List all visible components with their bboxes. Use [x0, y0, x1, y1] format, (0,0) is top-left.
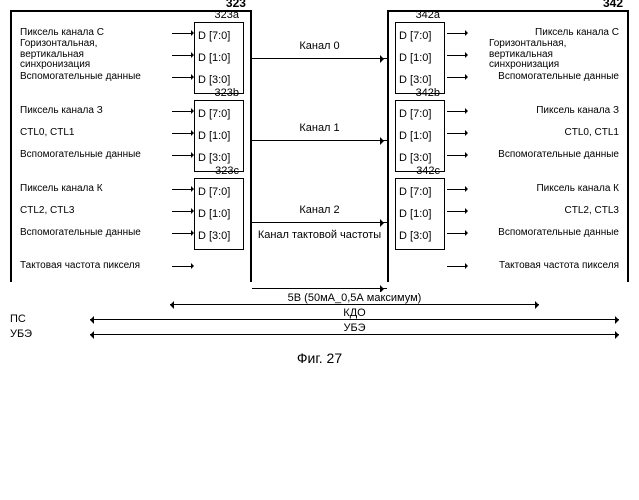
signal-row: Вспомогательные данные	[397, 144, 619, 166]
signal-label: CTL0, CTL1	[565, 128, 619, 139]
signal-row: Вспомогательные данные	[20, 222, 242, 244]
signal-label: Вспомогательные данные	[20, 228, 141, 239]
signal-row: CTL2, CTL3	[20, 200, 242, 222]
channel-gap: Канал 0 Канал 1 Канал 2 Канал тактовой ч…	[252, 10, 387, 288]
power-line: 5В (50мА_0,5А максимум)	[10, 298, 629, 310]
signal-row: Вспомогательные данные	[20, 144, 242, 166]
encoder-right-1-label: 342b	[416, 87, 440, 99]
channel-0-arrow	[252, 58, 387, 59]
channel-2-label: Канал 2	[252, 204, 387, 216]
kdo-line: ПС КДО	[10, 313, 629, 325]
encoder-left-1-label: 323b	[214, 87, 238, 99]
signal-row: CTL0, CTL1	[20, 122, 242, 144]
ps-label: ПС	[10, 313, 80, 325]
signal-row: CTL2, CTL3	[397, 200, 619, 222]
signal-row: Вспомогательные данные	[397, 222, 619, 244]
signal-label: Пиксель канала К	[20, 184, 103, 195]
kdo-text: КДО	[337, 307, 371, 319]
encoder-right-0-label: 342a	[416, 9, 440, 21]
ube-label: УБЭ	[10, 328, 80, 340]
signal-row: Пиксель канала З	[20, 100, 242, 122]
group-2r: 342c D [7:0] D [1:0] D [3:0] Пиксель кан…	[397, 178, 619, 244]
group-0: 323a D [7:0] D [1:0] D [3:0] Пиксель кан…	[20, 22, 242, 88]
signal-label: Вспомогательные данные	[498, 150, 619, 161]
group-0r: 342a D [7:0] D [1:0] D [3:0] Пиксель кан…	[397, 22, 619, 88]
group-2: 323c D [7:0] D [1:0] D [3:0] Пиксель кан…	[20, 178, 242, 244]
signal-label: Вспомогательные данные	[20, 72, 141, 83]
transmitter-block: 323 323a D [7:0] D [1:0] D [3:0] Пиксель…	[10, 10, 252, 288]
clock-row-right: Тактовая частота пикселя	[397, 256, 619, 276]
clock-arrow	[252, 288, 387, 289]
signal-label: Вспомогательные данные	[498, 228, 619, 239]
signal-label: Вспомогательные данные	[20, 150, 141, 161]
figure-label: Фиг. 27	[10, 350, 629, 366]
right-block-label: 342	[603, 0, 623, 10]
signal-label: CTL2, CTL3	[20, 206, 74, 217]
group-1: 323b D [7:0] D [1:0] D [3:0] Пиксель кан…	[20, 100, 242, 166]
signal-row: Горизонтальная, вертикальная синхронизац…	[397, 44, 619, 66]
signal-label: Пиксель канала К	[536, 184, 619, 195]
signal-label: CTL2, CTL3	[565, 206, 619, 217]
channel-0-label: Канал 0	[252, 40, 387, 52]
signal-row: Вспомогательные данные	[397, 66, 619, 88]
signal-row: Вспомогательные данные	[20, 66, 242, 88]
signal-label: CTL0, CTL1	[20, 128, 74, 139]
group-1r: 342b D [7:0] D [1:0] D [3:0] Пиксель кан…	[397, 100, 619, 166]
signal-label: Пиксель канала С	[20, 28, 104, 39]
power-text: 5В (50мА_0,5А максимум)	[282, 292, 428, 304]
encoder-left-2-label: 323c	[215, 165, 239, 177]
encoder-right-2-label: 342c	[416, 165, 440, 177]
torn-edge	[387, 282, 629, 292]
clock-row-left: Тактовая частота пикселя	[20, 256, 242, 276]
channel-1-arrow	[252, 140, 387, 141]
signal-label: Пиксель канала С	[535, 28, 619, 39]
encoder-left-0-label: 323a	[214, 9, 238, 21]
ube-line: УБЭ УБЭ	[10, 328, 629, 340]
torn-edge	[10, 282, 252, 292]
receiver-block: 342 342a D [7:0] D [1:0] D [3:0] Пиксель…	[387, 10, 629, 288]
signal-label: Пиксель канала З	[20, 106, 103, 117]
ube-text: УБЭ	[338, 322, 372, 334]
signal-label: Вспомогательные данные	[498, 72, 619, 83]
signal-row: Пиксель канала З	[397, 100, 619, 122]
clock-label-left: Тактовая частота пикселя	[20, 261, 140, 272]
bottom-lines: 5В (50мА_0,5А максимум) ПС КДО УБЭ УБЭ	[10, 298, 629, 340]
signal-row: Пиксель канала К	[397, 178, 619, 200]
signal-label: Пиксель канала З	[536, 106, 619, 117]
clock-channel-label: Канал тактовой частоты	[252, 230, 387, 242]
channel-1-label: Канал 1	[252, 122, 387, 134]
channel-2-arrow	[252, 222, 387, 223]
signal-row: Пиксель канала К	[20, 178, 242, 200]
signal-row: CTL0, CTL1	[397, 122, 619, 144]
signal-row: Горизонтальная, вертикальная синхронизац…	[20, 44, 242, 66]
clock-label-right: Тактовая частота пикселя	[499, 261, 619, 272]
